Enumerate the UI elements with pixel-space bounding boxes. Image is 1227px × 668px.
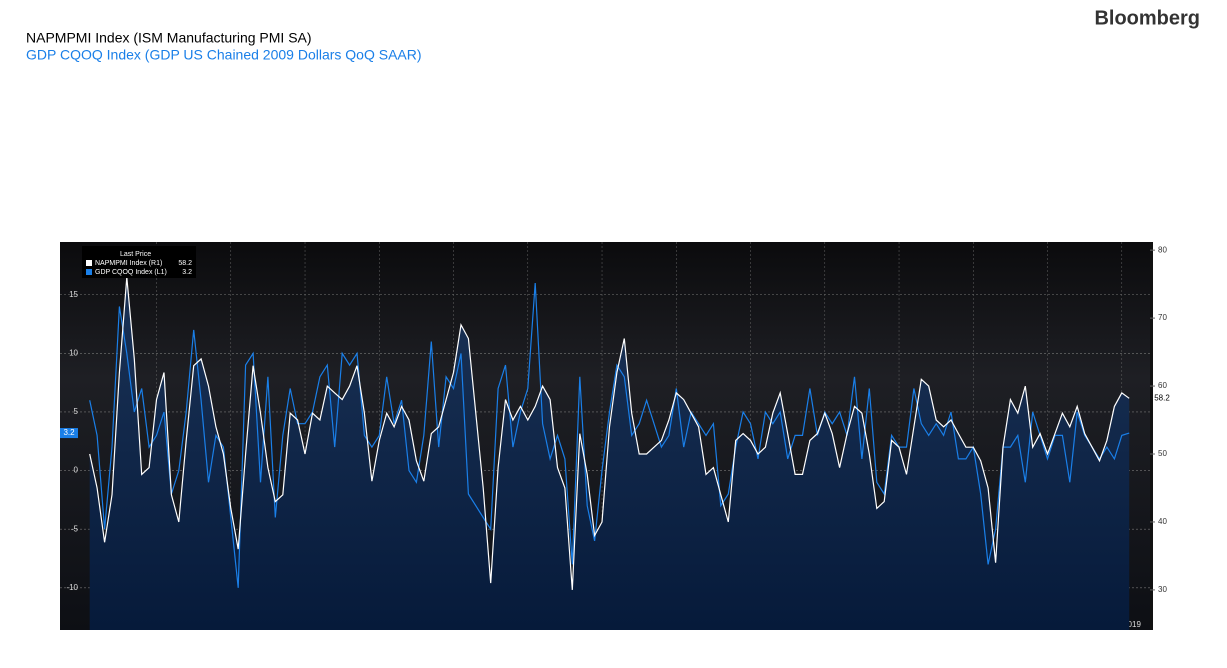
y2-tick-label: 60: [1158, 381, 1167, 390]
area: [89, 277, 1130, 630]
last-price-box: [1153, 393, 1171, 404]
line: [89, 282, 1130, 588]
last-price-box: [60, 428, 78, 439]
y2-tick-label: 80: [1158, 245, 1167, 254]
y2-tick-label: 30: [1158, 585, 1167, 594]
axis-strip: [1150, 242, 1153, 630]
legend: Last Price NAPMPMI Index (R1) 58.2 GDP CQO…: [82, 246, 196, 278]
plot: -10-50510153040506070801950-19541955-195…: [60, 242, 1167, 630]
legend-swatch: [86, 260, 92, 266]
legend-swatch: [86, 269, 92, 275]
legend-value: 3.2: [182, 269, 192, 276]
y-tick-label: 10: [69, 348, 78, 357]
last-price-label: 3.2: [63, 428, 75, 437]
y2-tick-label: 40: [1158, 517, 1167, 526]
y2-tick-label: 70: [1158, 313, 1167, 322]
legend-value: 58.2: [178, 260, 192, 267]
last-price-label: 58.2: [1154, 393, 1170, 402]
y-tick-label: 5: [74, 407, 79, 416]
chart-title: NAPMPMI Index (ISM Manufacturing PMI SA): [26, 30, 312, 46]
y-tick-label: -10: [66, 583, 78, 592]
line: [89, 277, 1130, 590]
y-tick-label: 15: [69, 290, 78, 299]
legend-title: Last Price: [120, 251, 151, 258]
legend-label: GDP CQOQ Index (L1): [95, 269, 167, 276]
y2-tick-label: 50: [1158, 449, 1167, 458]
chart-subtitle: GDP CQOQ Index (GDP US Chained 2009 Doll…: [26, 47, 422, 63]
legend-label: NAPMPMI Index (R1): [95, 260, 162, 267]
y-tick-label: 0: [74, 466, 79, 475]
legend-box: [82, 246, 196, 278]
y-tick-label: -5: [71, 524, 79, 533]
brand: Bloomberg: [1094, 7, 1200, 29]
